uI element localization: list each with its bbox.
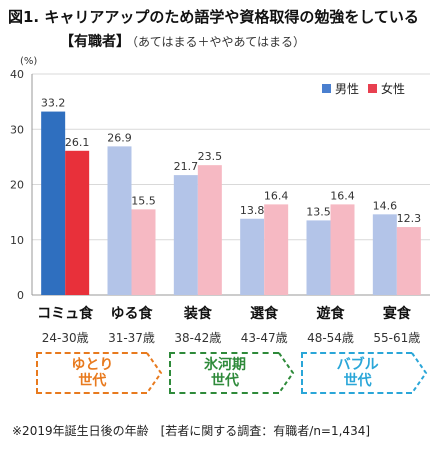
bar-female: [264, 204, 289, 295]
data-label-male: 33.2: [41, 97, 66, 110]
generation-arrow-tip: [145, 352, 162, 394]
bar-male: [107, 146, 132, 295]
y-axis-unit: (%): [20, 56, 37, 67]
bar-male: [173, 175, 198, 295]
data-label-male: 13.5: [306, 205, 331, 218]
x-age-label: 43-47歳: [241, 331, 288, 345]
y-tick-label: 20: [10, 179, 24, 192]
x-tick-label: コミュ食: [37, 305, 94, 322]
generation-label: バブル 世代: [336, 357, 379, 389]
x-age-label: 38-42歳: [174, 331, 221, 345]
data-label-female: 16.4: [330, 189, 355, 202]
generation-label: ゆとり 世代: [71, 357, 114, 389]
legend-label-female: 女性: [381, 81, 405, 96]
x-age-label: 24-30歳: [42, 331, 89, 345]
bar-chart: (%) 0 10 20 30 40 33.2 26.1 コミュ食 24-30歳 26.9 15.5 ゆる…: [10, 56, 430, 345]
legend-swatch-male: [322, 84, 331, 93]
bar-male: [372, 214, 397, 295]
bar-female: [131, 209, 156, 295]
data-label-female: 26.1: [65, 136, 90, 149]
x-tick-label: 装食: [183, 305, 213, 322]
bar-female: [330, 204, 355, 295]
x-tick-label: 選食: [250, 305, 279, 322]
generation-band: バブル 世代: [301, 352, 412, 394]
bar-male: [240, 218, 265, 295]
y-tick-label: 10: [10, 234, 24, 247]
bar-male: [41, 111, 66, 295]
data-label-male: 21.7: [174, 160, 199, 173]
generation-band: ゆとり 世代: [36, 352, 147, 394]
y-tick-label: 30: [10, 123, 24, 136]
chart-subtitle: 【有職者】 （あてはまる＋ややあてはまる）: [60, 31, 305, 51]
x-tick-label: 宴食: [383, 305, 412, 322]
y-tick-label: 0: [17, 289, 24, 302]
x-age-label: 48-54歳: [307, 331, 354, 345]
data-label-female: 15.5: [131, 194, 156, 207]
bar-female: [396, 227, 421, 295]
bar-female: [197, 165, 222, 295]
legend-label-male: 男性: [335, 82, 359, 96]
x-age-label: 55-61歳: [373, 331, 420, 345]
generation-arrow-tip: [411, 352, 428, 394]
legend-swatch-female: [368, 84, 377, 93]
chart-title: 図1. キャリアアップのため語学や資格取得の勉強をしている: [8, 8, 419, 26]
generation-band: 氷河期 世代: [168, 352, 280, 394]
bar-male: [306, 220, 331, 295]
data-label-male: 14.6: [373, 199, 398, 212]
data-label-female: 12.3: [397, 212, 422, 225]
subtitle-main: 【有職者】: [60, 34, 130, 50]
x-tick-label: 遊食: [317, 305, 346, 322]
data-label-female: 16.4: [264, 189, 289, 202]
generation-arrow-tip: [278, 352, 295, 394]
data-label-male: 26.9: [107, 131, 132, 144]
subtitle-note: （あてはまる＋ややあてはまる）: [132, 35, 306, 49]
generation-label: 氷河期 世代: [203, 357, 246, 389]
bar-female: [65, 150, 90, 295]
x-age-label: 31-37歳: [108, 331, 155, 345]
y-tick-label: 40: [10, 68, 24, 81]
data-label-female: 23.5: [198, 150, 223, 163]
x-tick-label: ゆる食: [111, 305, 154, 322]
footnote: ※2019年誕生日後の年齢 [若者に関する調査：有職者/n=1,434]: [12, 424, 371, 438]
data-label-male: 13.8: [240, 204, 265, 217]
